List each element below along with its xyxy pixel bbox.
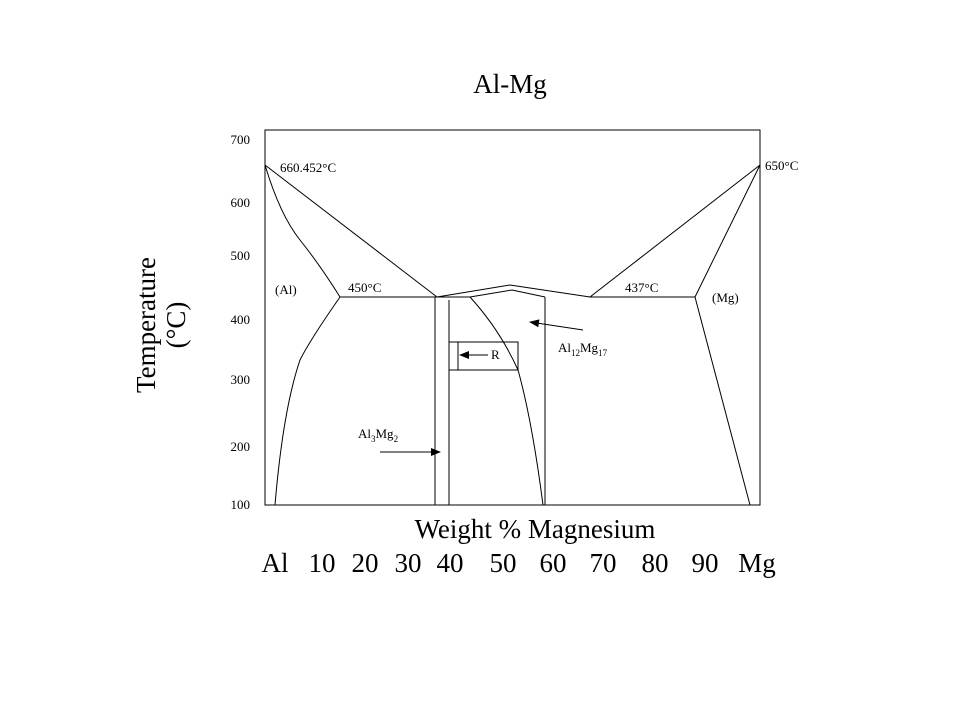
x-tick-label: 80 xyxy=(642,548,669,578)
y-tick-label: 400 xyxy=(231,312,251,327)
x-tick-label: 40 xyxy=(437,548,464,578)
annotation: Al3Mg2 xyxy=(358,426,398,444)
annotation: (Mg) xyxy=(712,290,739,305)
annotations: 660.452°C 650°C (Al) (Mg) 450°C 437°C R … xyxy=(275,158,798,444)
annotation: Al12Mg17 xyxy=(558,340,608,358)
y-tick-label: 600 xyxy=(231,195,251,210)
title: Al-Mg xyxy=(473,69,547,99)
y-tick-label: 700 xyxy=(231,132,251,147)
x-tick-label: Mg xyxy=(738,548,776,578)
plot-frame xyxy=(264,129,761,506)
y-tick-label: 300 xyxy=(231,372,251,387)
y-axis-label: Temperature xyxy=(131,257,161,393)
x-tick-label: 70 xyxy=(590,548,617,578)
annotation: 660.452°C xyxy=(280,160,336,175)
y-ticks: 700 600 500 400 300 200 100 xyxy=(231,132,251,512)
annotation: 450°C xyxy=(348,280,381,295)
x-tick-label: 20 xyxy=(352,548,379,578)
y-tick-label: 100 xyxy=(231,497,251,512)
x-tick-label: 30 xyxy=(395,548,422,578)
x-tick-label: 90 xyxy=(692,548,719,578)
x-tick-label: 50 xyxy=(490,548,517,578)
x-tick-label: 60 xyxy=(540,548,567,578)
x-tick-label: Al xyxy=(262,548,289,578)
y-axis-unit: (°C) xyxy=(161,302,191,349)
y-tick-label: 500 xyxy=(231,248,251,263)
annotation: 650°C xyxy=(765,158,798,173)
x-ticks: Al 10 20 30 40 50 60 70 80 90 Mg xyxy=(262,548,776,578)
annotation: R xyxy=(491,347,500,362)
annotation: 437°C xyxy=(625,280,658,295)
phase-boundaries xyxy=(264,164,761,506)
x-tick-label: 10 xyxy=(309,548,336,578)
x-axis-label: Weight % Magnesium xyxy=(415,514,656,544)
annotation: (Al) xyxy=(275,282,297,297)
y-tick-label: 200 xyxy=(231,439,251,454)
